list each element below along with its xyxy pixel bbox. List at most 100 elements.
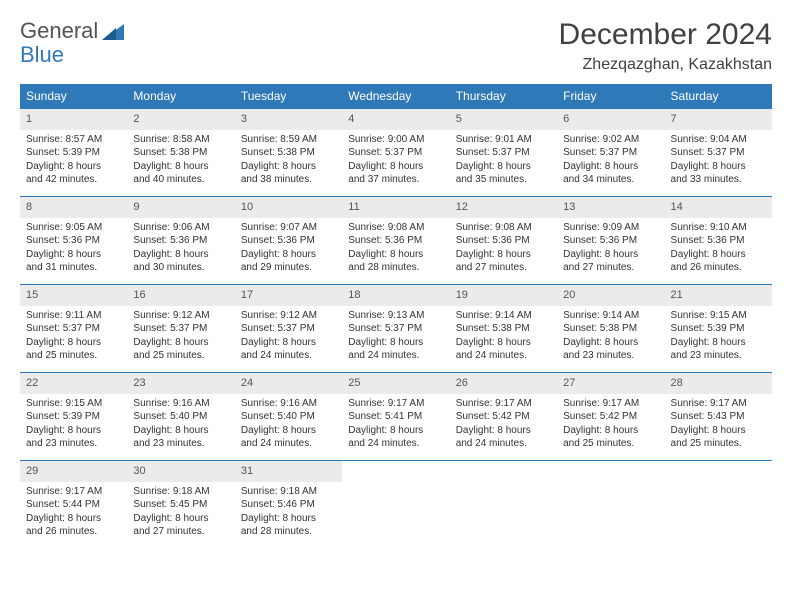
day-line-sr: Sunrise: 8:59 AM xyxy=(241,133,336,147)
day-line-d1: Daylight: 8 hours xyxy=(241,512,336,526)
month-title: December 2024 xyxy=(559,18,772,52)
dayheader-wed: Wednesday xyxy=(342,84,449,109)
day-line-ss: Sunset: 5:37 PM xyxy=(26,322,121,336)
day-line-d1: Daylight: 8 hours xyxy=(348,336,443,350)
calendar-cell: 10Sunrise: 9:07 AMSunset: 5:36 PMDayligh… xyxy=(235,197,342,285)
day-line-d2: and 23 minutes. xyxy=(671,349,766,363)
calendar-cell xyxy=(557,461,664,549)
day-line-d2: and 25 minutes. xyxy=(26,349,121,363)
day-text: Sunrise: 9:00 AMSunset: 5:37 PMDaylight:… xyxy=(342,130,449,193)
calendar-cell: 24Sunrise: 9:16 AMSunset: 5:40 PMDayligh… xyxy=(235,373,342,461)
day-line-d1: Daylight: 8 hours xyxy=(456,424,551,438)
day-text: Sunrise: 9:10 AMSunset: 5:36 PMDaylight:… xyxy=(665,218,772,281)
calendar-cell: 14Sunrise: 9:10 AMSunset: 5:36 PMDayligh… xyxy=(665,197,772,285)
day-line-sr: Sunrise: 9:08 AM xyxy=(348,221,443,235)
day-number: 5 xyxy=(450,109,557,130)
calendar-cell: 9Sunrise: 9:06 AMSunset: 5:36 PMDaylight… xyxy=(127,197,234,285)
day-line-d1: Daylight: 8 hours xyxy=(563,424,658,438)
dayheader-thu: Thursday xyxy=(450,84,557,109)
day-line-d1: Daylight: 8 hours xyxy=(133,160,228,174)
day-line-sr: Sunrise: 9:17 AM xyxy=(26,485,121,499)
location: Zhezqazghan, Kazakhstan xyxy=(559,56,772,74)
day-line-d1: Daylight: 8 hours xyxy=(241,160,336,174)
calendar-cell xyxy=(342,461,449,549)
day-line-ss: Sunset: 5:36 PM xyxy=(133,234,228,248)
logo: General xyxy=(20,18,126,44)
day-text: Sunrise: 9:15 AMSunset: 5:39 PMDaylight:… xyxy=(665,306,772,369)
day-line-sr: Sunrise: 9:18 AM xyxy=(241,485,336,499)
day-line-ss: Sunset: 5:37 PM xyxy=(133,322,228,336)
day-line-ss: Sunset: 5:38 PM xyxy=(563,322,658,336)
day-line-ss: Sunset: 5:38 PM xyxy=(241,146,336,160)
day-line-sr: Sunrise: 9:10 AM xyxy=(671,221,766,235)
day-text: Sunrise: 9:02 AMSunset: 5:37 PMDaylight:… xyxy=(557,130,664,193)
day-number: 7 xyxy=(665,109,772,130)
day-line-sr: Sunrise: 9:04 AM xyxy=(671,133,766,147)
calendar-head: Sunday Monday Tuesday Wednesday Thursday… xyxy=(20,84,772,109)
calendar-cell: 21Sunrise: 9:15 AMSunset: 5:39 PMDayligh… xyxy=(665,285,772,373)
day-line-ss: Sunset: 5:39 PM xyxy=(26,146,121,160)
day-line-ss: Sunset: 5:37 PM xyxy=(456,146,551,160)
day-number: 20 xyxy=(557,285,664,306)
day-number: 8 xyxy=(20,197,127,218)
day-line-d1: Daylight: 8 hours xyxy=(26,512,121,526)
day-line-ss: Sunset: 5:36 PM xyxy=(671,234,766,248)
day-line-sr: Sunrise: 9:17 AM xyxy=(563,397,658,411)
day-line-d2: and 25 minutes. xyxy=(563,437,658,451)
day-number: 30 xyxy=(127,461,234,482)
calendar-cell: 5Sunrise: 9:01 AMSunset: 5:37 PMDaylight… xyxy=(450,109,557,197)
day-text: Sunrise: 9:16 AMSunset: 5:40 PMDaylight:… xyxy=(235,394,342,457)
day-text: Sunrise: 9:17 AMSunset: 5:41 PMDaylight:… xyxy=(342,394,449,457)
calendar-cell: 7Sunrise: 9:04 AMSunset: 5:37 PMDaylight… xyxy=(665,109,772,197)
day-line-sr: Sunrise: 9:16 AM xyxy=(241,397,336,411)
dayheader-mon: Monday xyxy=(127,84,234,109)
day-line-d1: Daylight: 8 hours xyxy=(133,424,228,438)
day-line-d2: and 31 minutes. xyxy=(26,261,121,275)
day-line-d2: and 42 minutes. xyxy=(26,173,121,187)
calendar-cell xyxy=(665,461,772,549)
day-line-d1: Daylight: 8 hours xyxy=(241,336,336,350)
day-line-d2: and 33 minutes. xyxy=(671,173,766,187)
day-line-sr: Sunrise: 9:06 AM xyxy=(133,221,228,235)
calendar-row: 22Sunrise: 9:15 AMSunset: 5:39 PMDayligh… xyxy=(20,373,772,461)
day-number: 12 xyxy=(450,197,557,218)
day-number: 21 xyxy=(665,285,772,306)
day-number xyxy=(450,461,557,467)
day-line-d2: and 37 minutes. xyxy=(348,173,443,187)
day-line-sr: Sunrise: 9:14 AM xyxy=(456,309,551,323)
day-line-d2: and 38 minutes. xyxy=(241,173,336,187)
day-line-d1: Daylight: 8 hours xyxy=(26,424,121,438)
day-line-d2: and 28 minutes. xyxy=(241,525,336,539)
day-line-sr: Sunrise: 9:01 AM xyxy=(456,133,551,147)
day-line-ss: Sunset: 5:37 PM xyxy=(241,322,336,336)
day-line-d1: Daylight: 8 hours xyxy=(133,336,228,350)
day-line-ss: Sunset: 5:36 PM xyxy=(26,234,121,248)
day-text: Sunrise: 9:09 AMSunset: 5:36 PMDaylight:… xyxy=(557,218,664,281)
calendar-cell: 1Sunrise: 8:57 AMSunset: 5:39 PMDaylight… xyxy=(20,109,127,197)
day-line-d2: and 34 minutes. xyxy=(563,173,658,187)
day-number xyxy=(557,461,664,467)
day-number: 13 xyxy=(557,197,664,218)
day-text: Sunrise: 9:05 AMSunset: 5:36 PMDaylight:… xyxy=(20,218,127,281)
dayheader-sat: Saturday xyxy=(665,84,772,109)
day-text: Sunrise: 9:18 AMSunset: 5:45 PMDaylight:… xyxy=(127,482,234,545)
day-text: Sunrise: 9:14 AMSunset: 5:38 PMDaylight:… xyxy=(557,306,664,369)
day-number: 16 xyxy=(127,285,234,306)
day-number: 15 xyxy=(20,285,127,306)
day-line-d1: Daylight: 8 hours xyxy=(133,248,228,262)
day-text: Sunrise: 8:57 AMSunset: 5:39 PMDaylight:… xyxy=(20,130,127,193)
day-line-d2: and 24 minutes. xyxy=(456,349,551,363)
calendar-body: 1Sunrise: 8:57 AMSunset: 5:39 PMDaylight… xyxy=(20,109,772,549)
day-line-d2: and 23 minutes. xyxy=(563,349,658,363)
day-line-d2: and 27 minutes. xyxy=(133,525,228,539)
calendar-cell: 6Sunrise: 9:02 AMSunset: 5:37 PMDaylight… xyxy=(557,109,664,197)
day-line-sr: Sunrise: 9:17 AM xyxy=(671,397,766,411)
day-line-d2: and 40 minutes. xyxy=(133,173,228,187)
day-line-d1: Daylight: 8 hours xyxy=(563,160,658,174)
calendar-cell: 26Sunrise: 9:17 AMSunset: 5:42 PMDayligh… xyxy=(450,373,557,461)
day-line-d1: Daylight: 8 hours xyxy=(456,336,551,350)
day-number: 4 xyxy=(342,109,449,130)
day-line-d1: Daylight: 8 hours xyxy=(671,160,766,174)
day-line-d2: and 29 minutes. xyxy=(241,261,336,275)
day-line-d1: Daylight: 8 hours xyxy=(671,424,766,438)
